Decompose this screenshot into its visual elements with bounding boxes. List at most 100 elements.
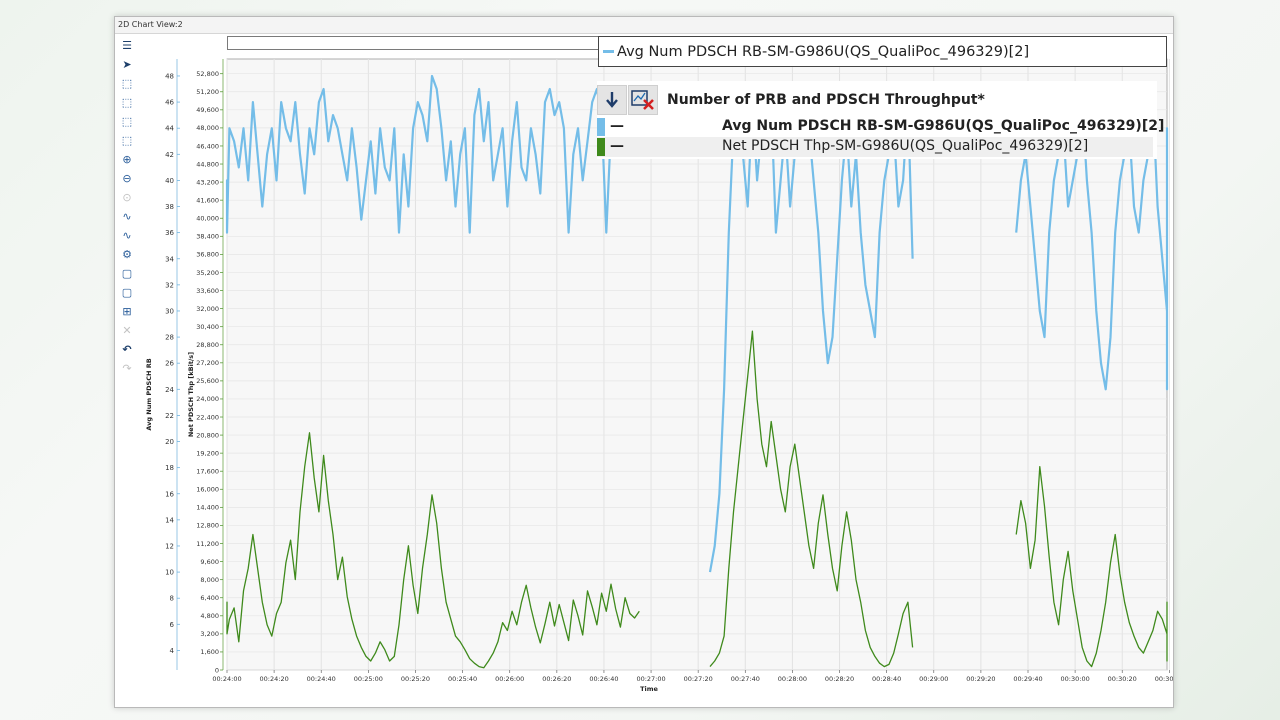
y1-tick-label: 42 [165,151,174,159]
chart-toolbar: ☰ ➤ ⬚ ⬚ ⬚ ⬚ ⊕ ⊖ ⊙ ∿ ∿ ⚙ ▢ ▢ ⊞ ✕ ↶ ↷ [119,37,137,379]
y2-tick-label: 22,400 [196,413,219,421]
y2-tick-label: 3,200 [200,630,219,638]
zoom-y-icon[interactable]: ⬚ [121,114,133,128]
legend-row[interactable]: — Net PDSCH Thp-SM-G986U(QS_QualiPoc_496… [597,137,1153,157]
x-tick-label: 00:29:20 [966,675,995,683]
x-tick-label: 00:28:20 [825,675,854,683]
add-icon[interactable]: ⊞ [122,304,132,318]
zoom-x-icon[interactable]: ⬚ [121,95,133,109]
x-tick-label: 00:24:40 [307,675,336,683]
settings-icon[interactable]: ⚙ [122,247,132,261]
arrow-down-icon[interactable] [597,85,627,115]
legend-row-label: Net PDSCH Thp-SM-G986U(QS_QualiPoc_49632… [722,138,1089,154]
legend-row[interactable]: — Avg Num PDSCH RB-SM-G986U(QS_QualiPoc_… [597,117,1164,137]
y2-tick-label: 16,000 [196,486,219,494]
x-tick-label: 00:29:40 [1013,675,1042,683]
y2-tick-label: 32,000 [196,305,219,313]
y2-tick-label: 49,600 [196,106,219,114]
line-chart[interactable]: 4681012141618202224262830323436384042444… [115,17,1173,707]
y2-tick-label: 28,800 [196,341,219,349]
remove-chart-icon[interactable] [628,85,658,115]
series-line [709,330,914,668]
legend-panel-title: Number of PRB and PDSCH Throughput* [667,92,985,108]
x-tick-label: 00:27:00 [636,675,665,683]
chart-search-bar[interactable] [227,36,599,50]
pan-icon[interactable]: ▢ [121,266,133,280]
zoom-fit-icon[interactable]: ⬚ [121,133,133,147]
y1-tick-label: 38 [165,203,174,211]
x-tick-label: 00:28:40 [872,675,901,683]
legend-selected-label: Avg Num PDSCH RB-SM-G986U(QS_QualiPoc_49… [617,43,1030,60]
legend-row-dash: — [610,118,624,134]
legend-row-label: Avg Num PDSCH RB-SM-G986U(QS_QualiPoc_49… [722,118,1165,134]
x-tick-label: 00:27:40 [731,675,760,683]
y1-tick-label: 32 [165,281,174,289]
y2-tick-label: 46,400 [196,142,219,150]
y2-axis-title: Net PDSCH Thp [kBit/s] [187,352,195,437]
y2-tick-label: 1,600 [200,648,219,656]
y1-tick-label: 30 [165,307,174,315]
x-axis-title: Time [640,685,658,693]
legend-row-swatch [597,118,605,136]
legend-panel: Number of PRB and PDSCH Throughput* — Av… [597,81,1164,159]
y2-tick-label: 36,800 [196,251,219,259]
zoom-region-icon[interactable]: ⬚ [121,76,133,90]
y2-tick-label: 20,800 [196,431,219,439]
y2-tick-label: 41,600 [196,196,219,204]
menu-icon[interactable]: ☰ [122,38,132,52]
curve-alt-icon[interactable]: ∿ [122,228,132,242]
y2-tick-label: 6,400 [200,594,219,602]
y1-tick-label: 18 [165,464,174,472]
y1-tick-label: 36 [165,229,174,237]
zoom-out-icon[interactable]: ⊖ [122,171,132,185]
y1-tick-label: 40 [165,177,174,185]
y1-axis-title: Avg Num PDSCH RB [145,358,153,430]
y1-tick-label: 24 [165,386,174,394]
pan-alt-icon[interactable]: ▢ [121,285,133,299]
y1-tick-label: 46 [165,99,174,107]
y2-tick-label: 51,200 [196,88,219,96]
series-line [226,432,640,669]
y2-tick-label: 44,800 [196,160,219,168]
zoom-in-icon[interactable]: ⊕ [122,152,132,166]
series-line [225,74,641,234]
y2-tick-label: 48,000 [196,124,219,132]
y2-tick-label: 25,600 [196,377,219,385]
y2-tick-label: 8,000 [200,576,219,584]
y1-tick-label: 48 [165,72,174,80]
y2-tick-label: 35,200 [196,269,219,277]
x-tick-label: 00:25:40 [448,675,477,683]
zoom-disabled-icon: ⊙ [122,190,132,204]
y1-tick-label: 22 [165,412,174,420]
x-tick-label: 00:26:20 [542,675,571,683]
y1-tick-label: 28 [165,334,174,342]
y1-tick-label: 6 [170,621,175,629]
y2-tick-label: 11,200 [196,540,219,548]
curve-icon[interactable]: ∿ [122,209,132,223]
x-tick-label: 00:30:40 [1155,675,1173,683]
legend-selected-series[interactable]: Avg Num PDSCH RB-SM-G986U(QS_QualiPoc_49… [598,36,1167,67]
y2-tick-label: 24,000 [196,395,219,403]
x-tick-label: 00:25:20 [401,675,430,683]
redo-icon: ↷ [122,361,132,375]
delete-icon: ✕ [122,323,132,337]
undo-icon[interactable]: ↶ [122,342,132,356]
y2-tick-label: 43,200 [196,178,219,186]
x-tick-label: 00:30:20 [1108,675,1137,683]
y1-tick-label: 14 [165,516,174,524]
pointer-icon[interactable]: ➤ [122,57,132,71]
x-tick-label: 00:28:00 [778,675,807,683]
legend-panel-header: Number of PRB and PDSCH Throughput* [597,83,1157,115]
y2-tick-label: 52,800 [196,70,219,78]
y2-tick-label: 19,200 [196,449,219,457]
y1-tick-label: 4 [170,647,175,655]
y2-tick-label: 0 [215,666,219,674]
y2-tick-label: 30,400 [196,323,219,331]
window-title: 2D Chart View:2 [115,17,1173,34]
legend-row-swatch [597,138,605,156]
legend-row-dash: — [610,138,624,154]
y2-tick-label: 12,800 [196,522,219,530]
x-tick-label: 00:24:00 [212,675,241,683]
legend-swatch [603,50,614,53]
x-tick-label: 00:27:20 [684,675,713,683]
